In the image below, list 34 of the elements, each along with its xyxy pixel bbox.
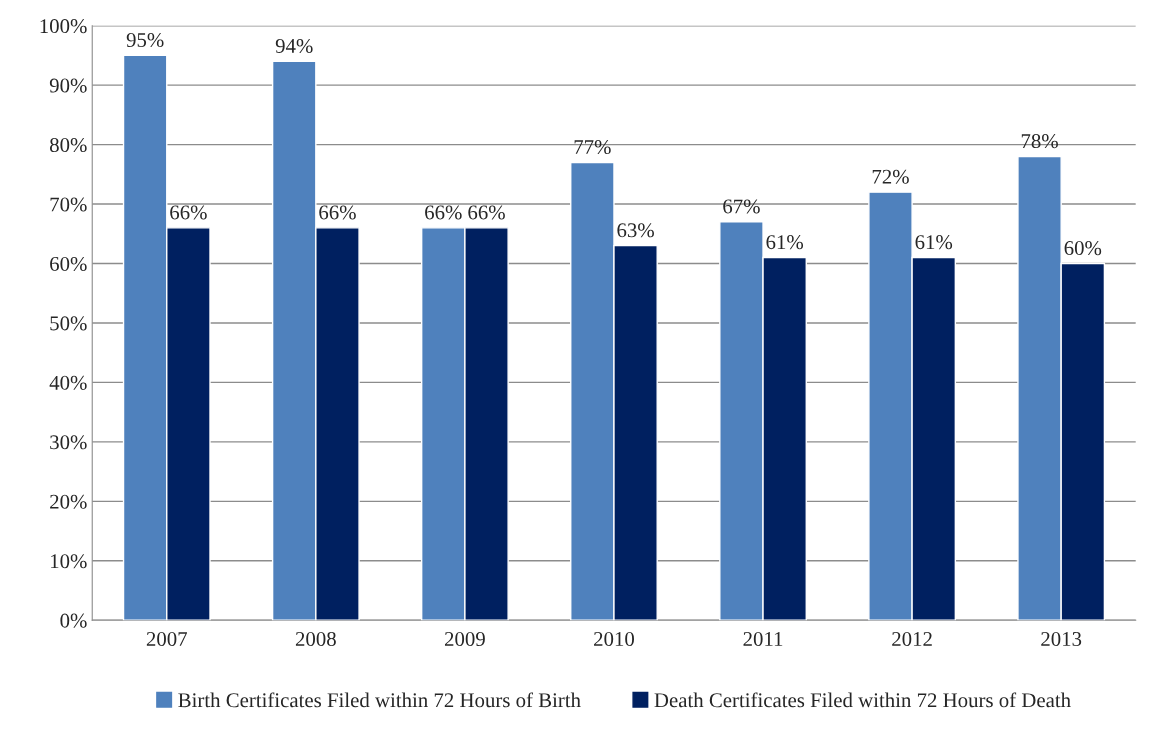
data-label: 66% [468,205,505,220]
x-tick-label: 2007 [146,631,188,646]
data-label: 78% [1021,134,1058,149]
y-tick-label: 100% [40,19,87,34]
x-tick-label: 2009 [444,631,485,646]
data-label: 63% [617,223,654,238]
data-label: 77% [574,139,611,155]
data-label: 72% [872,169,909,184]
x-tick-label: 2012 [892,631,932,646]
y-tick-label: 90% [49,78,87,93]
x-tick-label: 2013 [1041,631,1082,646]
y-tick-label: 30% [50,435,87,450]
y-tick-label: 0% [60,613,87,628]
y-tick-label: 50% [50,316,87,331]
y-tick-label: 40% [49,375,87,390]
data-label: 66% [170,205,207,220]
data-label: 60% [1064,241,1102,256]
data-label: 95% [126,32,164,48]
legend-label: Death Certificates Filed within 72 Hours of Death [654,692,1071,708]
y-tick-label: 70% [50,197,87,212]
y-tick-label: 10% [51,554,87,569]
data-label: 66% [319,205,356,220]
x-tick-label: 2010 [594,631,635,646]
y-tick-label: 20% [50,494,87,509]
data-label: 66% [425,205,462,220]
legend-label: Birth Certificates Filed within 72 Hours of Birth [178,692,581,708]
data-label: 94% [275,38,313,54]
y-tick-label: 80% [49,137,87,153]
data-label: 61% [766,235,804,250]
x-tick-label: 2008 [295,631,336,646]
y-tick-label: 60% [50,256,87,272]
data-label: 61% [915,235,953,250]
data-label: 67% [723,199,760,214]
x-tick-label: 2011 [743,631,783,646]
